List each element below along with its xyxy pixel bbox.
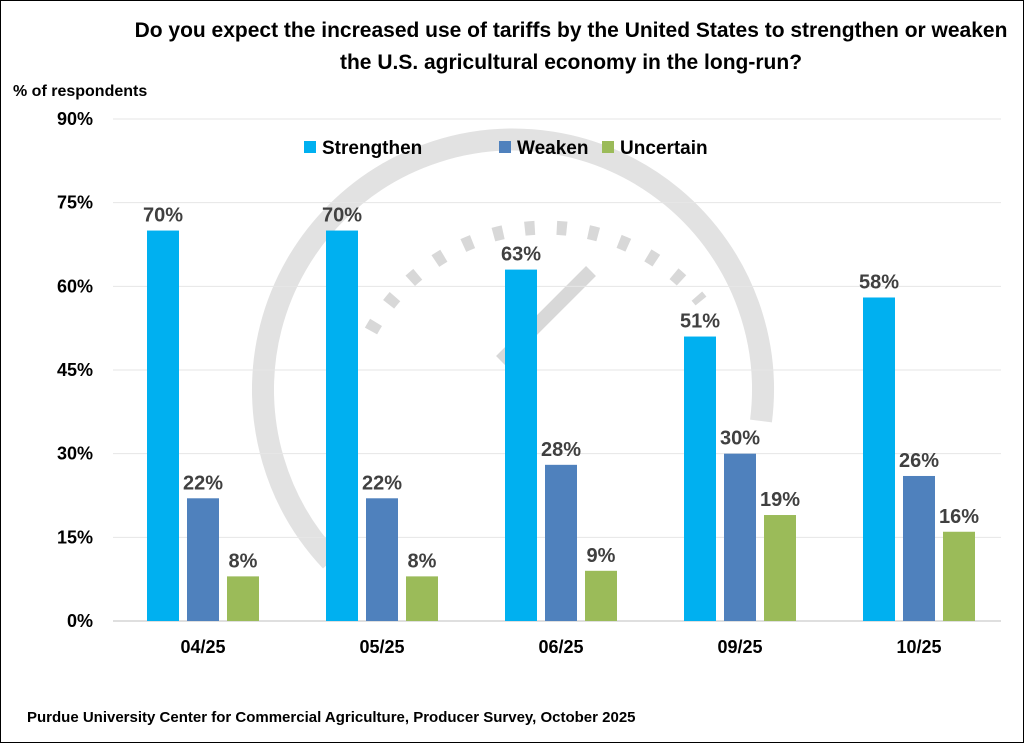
data-label: 63% bbox=[501, 244, 541, 266]
data-label: 8% bbox=[408, 550, 437, 572]
bar-strengthen bbox=[863, 297, 895, 621]
bar-uncertain bbox=[585, 570, 617, 621]
data-label: 16% bbox=[939, 506, 979, 528]
watermark-dial-icon bbox=[364, 220, 707, 335]
y-tick-label: 0% bbox=[67, 611, 93, 631]
x-tick-label: 09/25 bbox=[717, 637, 762, 657]
data-label: 26% bbox=[899, 450, 939, 472]
watermark-arc-icon bbox=[252, 128, 774, 569]
x-tick-label: 10/25 bbox=[896, 637, 941, 657]
legend-swatch-weaken bbox=[499, 141, 511, 153]
bar-weaken bbox=[903, 475, 935, 621]
bar-strengthen bbox=[326, 230, 358, 622]
y-tick-label: 30% bbox=[57, 444, 93, 464]
y-tick-label: 15% bbox=[57, 527, 93, 547]
legend-label: Uncertain bbox=[620, 138, 708, 159]
legend-swatch-uncertain bbox=[602, 141, 614, 153]
data-label: 58% bbox=[859, 271, 899, 293]
bar-uncertain bbox=[227, 576, 259, 621]
data-label: 28% bbox=[541, 439, 581, 461]
y-tick-label: 75% bbox=[57, 193, 93, 213]
x-tick-label: 06/25 bbox=[538, 637, 583, 657]
data-label: 22% bbox=[362, 472, 402, 494]
legend-label: Weaken bbox=[517, 138, 588, 159]
data-label: 51% bbox=[680, 311, 720, 333]
bar-uncertain bbox=[764, 515, 796, 621]
bar-weaken bbox=[545, 464, 577, 621]
data-label: 70% bbox=[143, 205, 183, 227]
x-tick-label: 04/25 bbox=[180, 637, 225, 657]
bar-weaken bbox=[187, 498, 219, 621]
legend-label: Strengthen bbox=[322, 138, 422, 159]
data-label: 9% bbox=[587, 545, 616, 567]
y-tick-label: 45% bbox=[57, 360, 93, 380]
data-label: 70% bbox=[322, 205, 362, 227]
bar-strengthen bbox=[147, 230, 179, 622]
data-label: 19% bbox=[760, 489, 800, 511]
bar-weaken bbox=[724, 453, 756, 621]
bar-strengthen bbox=[684, 336, 716, 621]
chart-title: Do you expect the increased use of tarif… bbox=[134, 19, 1008, 74]
data-label: 30% bbox=[720, 428, 760, 450]
bar-strengthen bbox=[505, 269, 537, 621]
legend-swatch-strengthen bbox=[304, 141, 316, 153]
bar-weaken bbox=[366, 498, 398, 621]
bar-uncertain bbox=[943, 531, 975, 621]
source-note: Purdue University Center for Commercial … bbox=[27, 709, 636, 726]
x-tick-label: 05/25 bbox=[359, 637, 404, 657]
y-tick-label: 90% bbox=[57, 109, 93, 129]
data-label: 22% bbox=[183, 472, 223, 494]
y-axis-label: % of respondents bbox=[13, 83, 148, 100]
y-tick-label: 60% bbox=[57, 276, 93, 296]
bar-uncertain bbox=[406, 576, 438, 621]
data-label: 8% bbox=[229, 550, 258, 572]
